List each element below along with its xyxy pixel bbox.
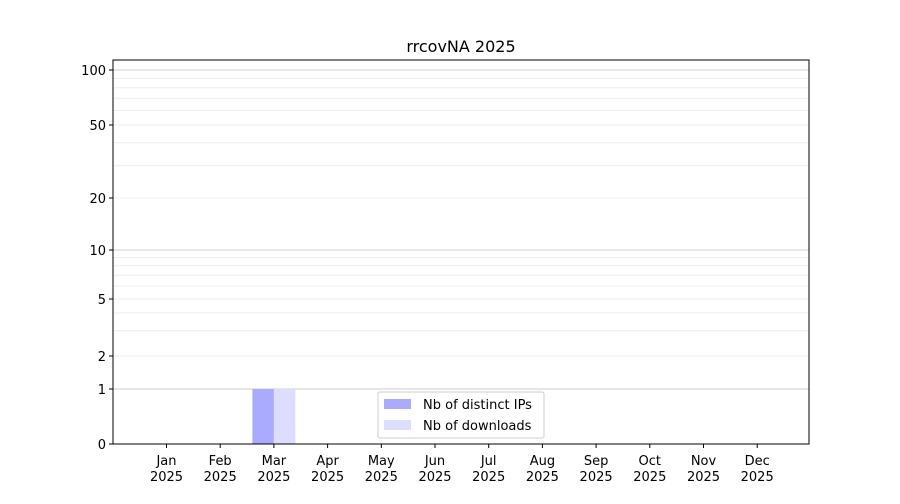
legend-label-ips: Nb of distinct IPs xyxy=(423,398,532,413)
legend-label-downloads: Nb of downloads xyxy=(423,419,532,434)
x-tick-label: Nov 2025 xyxy=(687,454,720,485)
x-tick-label: Sep 2025 xyxy=(580,454,613,485)
x-tick-label: Oct 2025 xyxy=(633,454,666,485)
x-tick-label: Mar 2025 xyxy=(257,454,290,485)
bar-distinct-ips xyxy=(252,389,274,444)
bars xyxy=(252,389,296,444)
y-tick-label: 50 xyxy=(89,119,106,134)
x-tick-label: Aug 2025 xyxy=(526,454,559,485)
chart-title: rrcovNA 2025 xyxy=(406,37,515,56)
y-tick-label: 5 xyxy=(98,293,106,308)
y-tick-label: 2 xyxy=(98,350,106,365)
bar-downloads xyxy=(273,389,296,444)
plot-frame xyxy=(112,59,810,445)
gridlines xyxy=(113,69,809,390)
x-tick-label: Jul 2025 xyxy=(472,454,505,485)
legend: Nb of distinct IPs Nb of downloads xyxy=(377,391,545,439)
y-tick-label: 10 xyxy=(89,244,106,259)
x-tick-label: Apr 2025 xyxy=(311,454,344,485)
y-tick-label: 20 xyxy=(89,192,106,207)
y-tick-label: 1 xyxy=(98,383,106,398)
x-tick-label: Jan 2025 xyxy=(150,454,183,485)
x-axis: Jan 2025 Feb 2025 Mar 2025 Apr 2025 May 2025 Jun 20… xyxy=(150,444,774,485)
y-axis: 0 1 2 5 10 20 50 100 xyxy=(81,64,113,453)
legend-swatch-downloads xyxy=(384,420,411,430)
y-tick-label: 0 xyxy=(98,438,106,453)
x-tick-label: Feb 2025 xyxy=(204,454,237,485)
y-tick-label: 100 xyxy=(81,64,106,79)
legend-swatch-ips xyxy=(384,399,411,409)
x-tick-label: May 2025 xyxy=(365,454,398,485)
x-tick-label: Jun 2025 xyxy=(418,454,451,485)
x-tick-label: Dec 2025 xyxy=(741,454,774,485)
